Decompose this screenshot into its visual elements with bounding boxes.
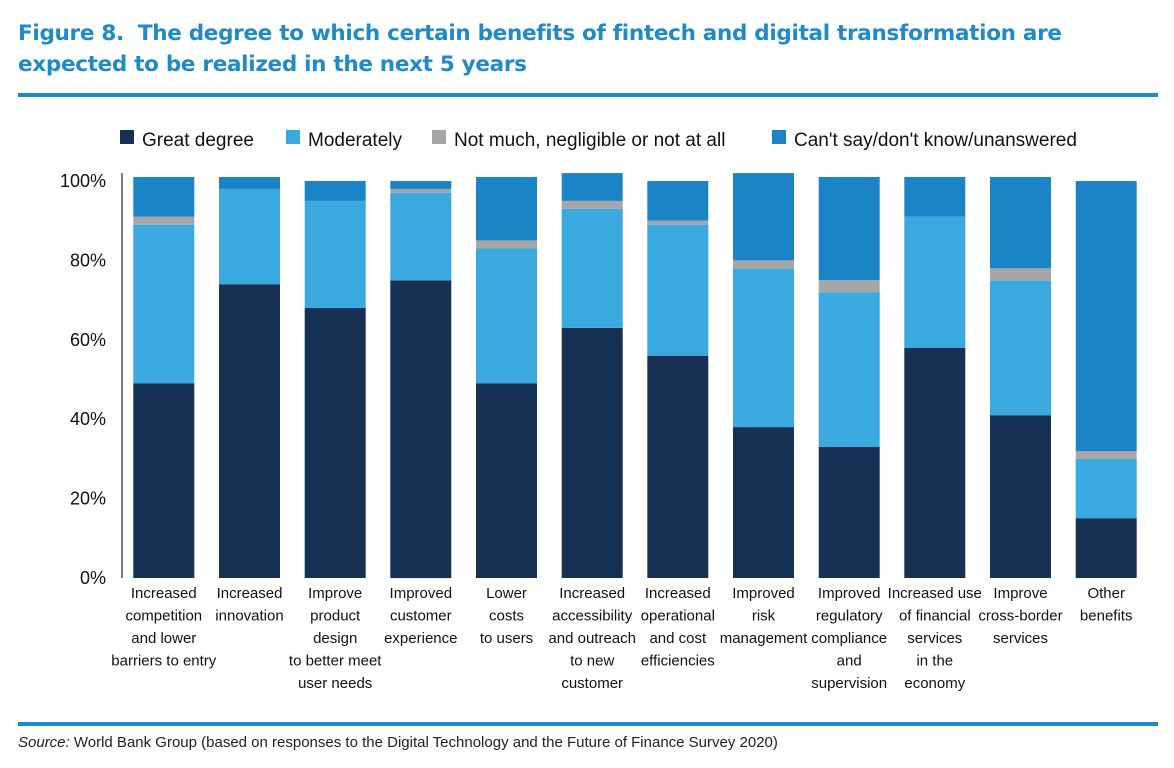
figure-number: Figure 8. — [18, 21, 124, 46]
bar-segment-not-much-negligible-or-not-at-all — [476, 240, 537, 249]
y-tick-label: 100% — [60, 171, 106, 191]
x-tick-label: Improve cross-border services — [978, 585, 1062, 647]
x-tick-label: Improved regulatory compliance and supervisi… — [811, 585, 887, 692]
bar-segment-can-t-say-don-t-know-unanswered — [990, 177, 1051, 269]
bar-segment-great-degree — [647, 355, 709, 578]
legend-swatch — [286, 130, 300, 144]
bar-segment-can-t-say-don-t-know-unanswered — [1075, 181, 1137, 451]
bar-segment-moderately — [133, 224, 195, 384]
bar-segment-not-much-negligible-or-not-at-all — [647, 220, 709, 225]
bar-segment-not-much-negligible-or-not-at-all — [818, 280, 880, 293]
bar-segment-not-much-negligible-or-not-at-all — [561, 200, 623, 209]
bar-segment-can-t-say-don-t-know-unanswered — [390, 181, 452, 189]
bar-segment-not-much-negligible-or-not-at-all — [390, 188, 452, 193]
bar-segment-not-much-negligible-or-not-at-all — [133, 216, 195, 225]
bar-segment-can-t-say-don-t-know-unanswered — [561, 173, 623, 201]
legend-item-moderately: Moderately — [286, 130, 402, 151]
y-tick-label: 20% — [70, 489, 106, 509]
figure-title-text: The degree to which certain benefits of … — [18, 21, 1062, 77]
source-note: Source: World Bank Group (based on respo… — [18, 734, 778, 751]
stacked-bar-chart: Great degree Moderately Not much, negligib… — [60, 130, 1137, 692]
legend-swatch — [772, 130, 786, 144]
bar-segment-great-degree — [818, 447, 880, 578]
source-text: World Bank Group (based on responses to … — [69, 734, 778, 751]
x-tick-label: Other benefits — [1080, 585, 1133, 625]
figure-title: Figure 8. The degree to which certain ben… — [18, 18, 1158, 80]
x-tick-label: Increased use of financial services in the e… — [888, 585, 982, 692]
bar-segment-not-much-negligible-or-not-at-all — [1075, 451, 1137, 459]
x-tick-label: Lower costs to users — [480, 585, 533, 647]
bar-segment-great-degree — [133, 383, 195, 578]
x-tick-label: Increased innovation — [215, 585, 283, 625]
chart-legend: Great degree Moderately Not much, negligib… — [120, 130, 1077, 151]
legend-item-can-t-say-don-t-know-unanswered: Can't say/don't know/unanswered — [772, 130, 1077, 151]
legend-item-great-degree: Great degree — [120, 130, 254, 151]
bar-segment-great-degree — [390, 280, 452, 579]
bar-segment-moderately — [818, 292, 880, 447]
bar-segment-moderately — [219, 188, 280, 285]
legend-label: Not much, negligible or not at all — [454, 130, 725, 151]
bar-segment-great-degree — [733, 427, 794, 578]
bar-segment-can-t-say-don-t-know-unanswered — [133, 177, 195, 217]
top-divider — [18, 93, 1158, 97]
x-tick-label: Increased operational and cost efficiencies — [641, 585, 715, 670]
bar-segment-can-t-say-don-t-know-unanswered — [733, 173, 794, 261]
legend-swatch — [120, 130, 134, 144]
y-axis: 0% 20% 40% 60% 80% 100% — [60, 171, 123, 588]
bar-segment-not-much-negligible-or-not-at-all — [733, 260, 794, 269]
source-label: Source: — [18, 734, 70, 751]
bar-segment-moderately — [733, 268, 794, 428]
x-tick-label: Increased competition and lower barriers to… — [111, 585, 217, 670]
bar-segment-can-t-say-don-t-know-unanswered — [904, 177, 966, 217]
bars — [133, 173, 1137, 579]
bar-segment-can-t-say-don-t-know-unanswered — [219, 177, 280, 189]
bar-segment-moderately — [990, 280, 1051, 416]
bar-segment-moderately — [390, 192, 452, 281]
legend-label: Can't say/don't know/unanswered — [794, 130, 1077, 151]
x-axis: Increased competition and lower barriers to… — [111, 585, 1132, 692]
bar-segment-great-degree — [476, 383, 537, 578]
bar-segment-moderately — [647, 224, 709, 356]
bar-segment-can-t-say-don-t-know-unanswered — [647, 181, 709, 221]
bottom-divider — [18, 722, 1158, 726]
bar-segment-moderately — [561, 208, 623, 328]
bar-segment-great-degree — [990, 415, 1051, 578]
bar-segment-can-t-say-don-t-know-unanswered — [304, 181, 366, 201]
bar-segment-moderately — [904, 216, 966, 348]
y-tick-label: 0% — [80, 568, 106, 588]
legend-label: Moderately — [308, 130, 402, 151]
x-tick-label: Increased accessibility and outreach to new… — [548, 585, 636, 692]
y-tick-label: 60% — [70, 330, 106, 350]
bar-segment-great-degree — [1075, 518, 1137, 578]
bar-segment-great-degree — [904, 347, 966, 578]
legend-label: Great degree — [142, 130, 254, 151]
x-tick-label: Improve product design to better meet user n… — [289, 585, 382, 692]
x-tick-label: Improved risk management — [720, 585, 808, 647]
y-tick-label: 40% — [70, 409, 106, 429]
bar-segment-great-degree — [561, 327, 623, 578]
x-tick-label: Improved customer experience — [384, 585, 457, 647]
bar-segment-great-degree — [304, 308, 366, 578]
bar-segment-moderately — [1075, 458, 1137, 519]
bar-segment-great-degree — [219, 284, 280, 578]
bar-segment-can-t-say-don-t-know-unanswered — [476, 177, 537, 241]
legend-swatch — [432, 130, 446, 144]
bar-segment-moderately — [304, 200, 366, 309]
legend-item-not-much-negligible-or-not-at-all: Not much, negligible or not at all — [432, 130, 725, 151]
y-tick-label: 80% — [70, 250, 106, 270]
bar-segment-not-much-negligible-or-not-at-all — [990, 268, 1051, 281]
bar-segment-can-t-say-don-t-know-unanswered — [818, 177, 880, 281]
bar-segment-moderately — [476, 248, 537, 384]
